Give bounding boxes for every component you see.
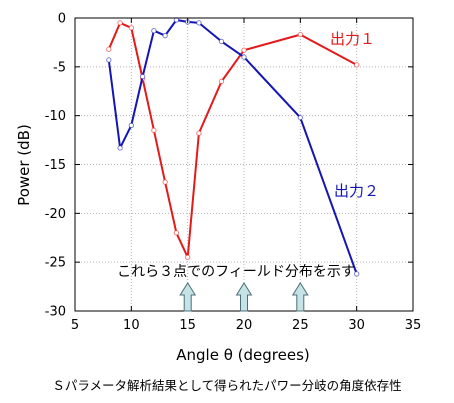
data-point-output-2 — [117, 145, 123, 151]
annotation-arrows — [179, 282, 309, 312]
data-point-output-1 — [151, 127, 157, 134]
data-point-output-1 — [162, 179, 168, 185]
y-tick-label: -20 — [45, 207, 66, 222]
x-tick-label: 15 — [179, 318, 196, 333]
y-tick-label: 0 — [58, 12, 66, 27]
x-axis-title: Angle θ (degrees) — [176, 346, 309, 364]
data-point-output-1 — [218, 78, 225, 85]
x-tick-label: 30 — [348, 318, 365, 333]
y-tick-label: -25 — [45, 256, 66, 271]
data-point-output-2 — [218, 38, 225, 45]
data-point-output-1 — [106, 46, 112, 52]
y-tick-labels: 0 -5 -10 -15 -20 -25 -30 — [45, 12, 66, 320]
annotation-arrow — [235, 282, 253, 312]
y-tick-label: -5 — [53, 60, 66, 75]
x-tick-label: 20 — [236, 318, 253, 333]
data-point-output-1 — [196, 130, 202, 136]
data-point-output-2 — [151, 27, 157, 34]
y-tick-label: -30 — [45, 305, 66, 320]
data-point-output-2 — [162, 32, 168, 39]
data-point-output-2 — [241, 54, 247, 60]
data-point-output-1 — [297, 31, 304, 38]
data-point-output-2 — [196, 20, 202, 26]
data-point-output-2 — [106, 57, 112, 63]
x-tick-label: 5 — [71, 318, 79, 333]
series-layer — [106, 17, 360, 277]
annotation-arrow — [291, 282, 309, 312]
data-point-output-1 — [353, 62, 360, 68]
x-tick-labels: 5 10 15 20 25 30 35 — [71, 318, 421, 333]
data-point-output-1 — [128, 25, 135, 31]
series-label-output-1: 出力１ — [330, 30, 375, 48]
figure-caption: Ｓパラメータ解析結果として得られたパワー分岐の角度依存性 — [52, 378, 401, 393]
y-tick-label: -10 — [45, 109, 66, 124]
x-tick-label: 25 — [292, 318, 309, 333]
y-axis-title: Power (dB) — [15, 124, 33, 206]
data-point-output-2 — [353, 271, 360, 277]
data-point-output-1 — [184, 254, 191, 260]
x-tick-label: 10 — [123, 318, 140, 333]
x-tick-label: 35 — [405, 318, 422, 333]
annotation-text: これら３点でのフィールド分布を示す — [117, 264, 355, 280]
data-point-output-2 — [297, 114, 304, 121]
y-tick-label: -15 — [45, 158, 66, 173]
data-point-output-1 — [241, 47, 247, 53]
data-point-output-1 — [173, 230, 180, 236]
data-point-output-2 — [128, 122, 135, 129]
data-point-output-2 — [139, 73, 146, 80]
data-point-output-1 — [117, 20, 123, 26]
annotation-arrow — [179, 282, 197, 312]
grid-lines — [75, 18, 413, 311]
series-label-output-2: 出力２ — [334, 182, 379, 200]
